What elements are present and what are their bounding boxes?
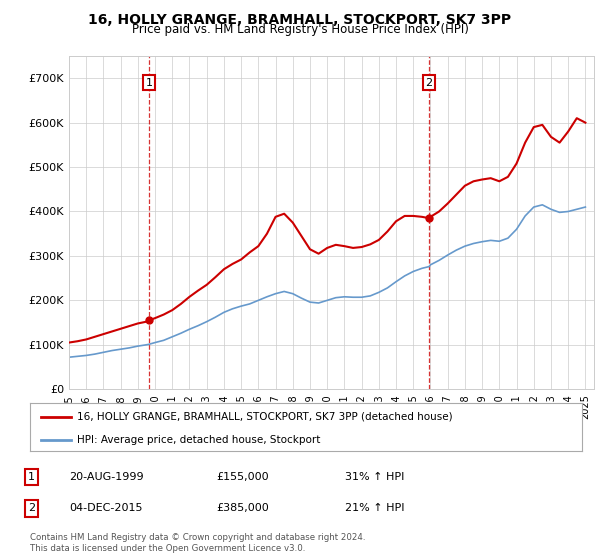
- Text: £385,000: £385,000: [216, 503, 269, 514]
- Text: £155,000: £155,000: [216, 472, 269, 482]
- Text: 20-AUG-1999: 20-AUG-1999: [69, 472, 143, 482]
- Text: 2: 2: [425, 78, 433, 88]
- Text: Contains HM Land Registry data © Crown copyright and database right 2024.
This d: Contains HM Land Registry data © Crown c…: [30, 533, 365, 553]
- Text: HPI: Average price, detached house, Stockport: HPI: Average price, detached house, Stoc…: [77, 435, 320, 445]
- Text: 16, HOLLY GRANGE, BRAMHALL, STOCKPORT, SK7 3PP: 16, HOLLY GRANGE, BRAMHALL, STOCKPORT, S…: [88, 13, 512, 27]
- Text: 2: 2: [28, 503, 35, 514]
- Text: 16, HOLLY GRANGE, BRAMHALL, STOCKPORT, SK7 3PP (detached house): 16, HOLLY GRANGE, BRAMHALL, STOCKPORT, S…: [77, 412, 452, 422]
- Text: 1: 1: [28, 472, 35, 482]
- Text: 21% ↑ HPI: 21% ↑ HPI: [345, 503, 404, 514]
- Text: 1: 1: [145, 78, 152, 88]
- Text: 04-DEC-2015: 04-DEC-2015: [69, 503, 143, 514]
- Text: Price paid vs. HM Land Registry's House Price Index (HPI): Price paid vs. HM Land Registry's House …: [131, 22, 469, 36]
- Text: 31% ↑ HPI: 31% ↑ HPI: [345, 472, 404, 482]
